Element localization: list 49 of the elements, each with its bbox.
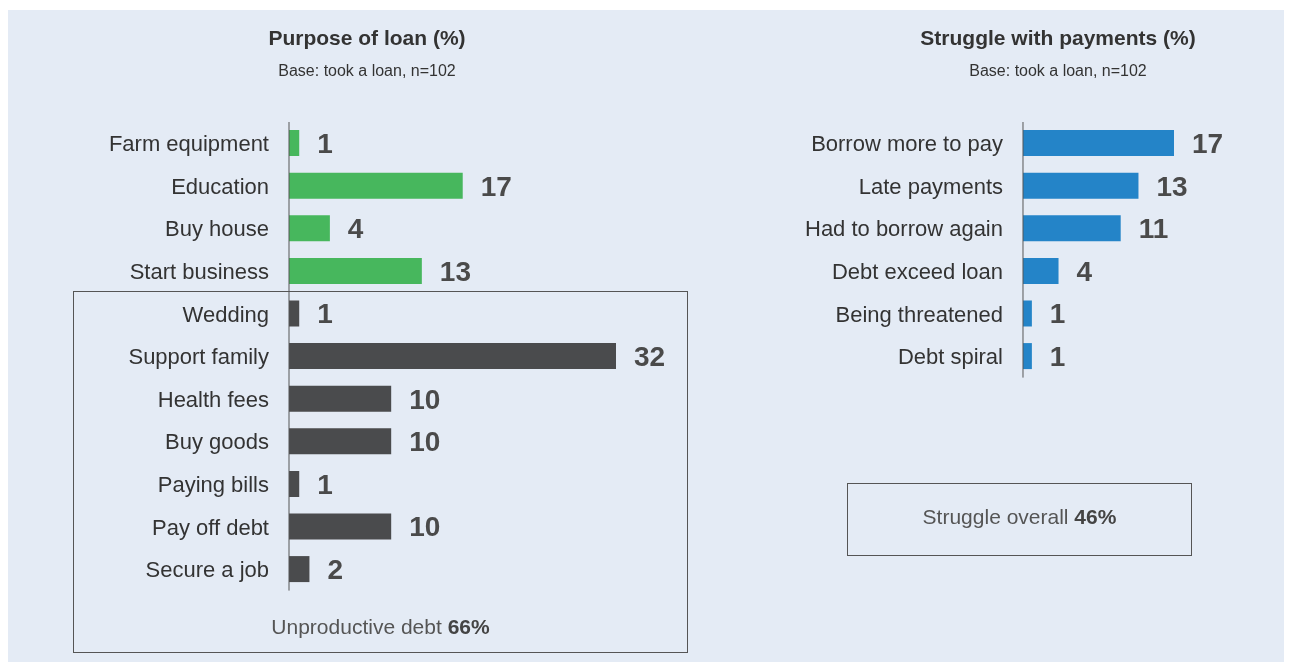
y-tick-label: Being threatened	[835, 301, 1003, 327]
data-label: 1	[317, 468, 333, 500]
y-tick-label: Debt spiral	[897, 344, 1003, 370]
chart-title: Purpose of loan (%)	[267, 26, 467, 50]
bar	[1023, 130, 1174, 157]
y-tick-label: Education	[171, 173, 269, 199]
y-tick-label: Wedding	[182, 301, 269, 327]
data-label: 13	[439, 255, 471, 287]
data-label: 11	[1138, 213, 1169, 245]
data-label: 10	[409, 426, 441, 458]
y-tick-label: Late payments	[858, 173, 1003, 199]
y-tick-label: Support family	[128, 344, 270, 370]
y-tick-label: Buy house	[165, 216, 269, 242]
data-label: 1	[317, 128, 333, 160]
data-label: 4	[1076, 255, 1093, 287]
y-tick-label: Pay off debt	[152, 514, 269, 540]
bar	[1023, 257, 1059, 284]
bar	[289, 215, 330, 242]
bar	[289, 172, 463, 199]
data-label: 2	[327, 554, 344, 586]
text: Unproductive debt 66%	[271, 615, 490, 638]
y-tick-label: Buy goods	[165, 429, 270, 455]
bar	[1023, 172, 1139, 199]
bar	[1023, 215, 1121, 242]
chart-subtitle: Base: took a loan, n=102	[277, 62, 457, 80]
y-tick-label: Had to borrow again	[805, 216, 1003, 242]
data-label: 1	[317, 298, 333, 330]
data-label: 13	[1156, 170, 1188, 202]
y-tick-label: Start business	[129, 258, 269, 284]
data-label: 32	[634, 341, 666, 373]
y-tick-label: Debt exceed loan	[831, 258, 1003, 284]
data-label: 10	[409, 511, 441, 543]
y-tick-label: Secure a job	[145, 557, 269, 583]
y-tick-label: Borrow more to pay	[811, 131, 1004, 157]
bar	[1023, 300, 1032, 327]
text: Struggle overall 46%	[922, 505, 1117, 528]
data-label: 10	[409, 383, 441, 415]
data-label: 17	[480, 170, 512, 202]
data-label: 1	[1049, 341, 1066, 373]
data-label: 1	[1049, 298, 1066, 330]
bar	[1023, 343, 1032, 370]
data-label: 4	[347, 213, 364, 245]
y-tick-label: Health fees	[157, 386, 269, 412]
y-tick-label: Farm equipment	[108, 131, 269, 157]
chart-subtitle: Base: took a loan, n=102	[968, 62, 1148, 80]
data-label: 17	[1191, 128, 1224, 160]
y-tick-label: Paying bills	[157, 471, 269, 497]
bar	[289, 257, 422, 284]
chart-title: Struggle with payments (%)	[919, 26, 1197, 50]
